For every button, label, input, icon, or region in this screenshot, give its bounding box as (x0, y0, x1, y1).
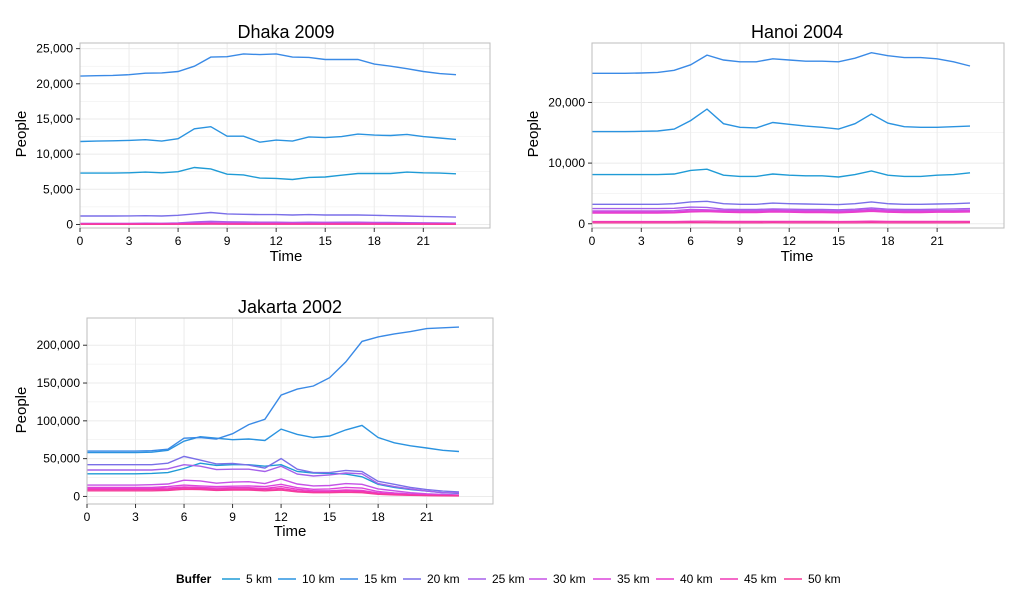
y-axis-title-hanoi: People (525, 111, 542, 158)
x-tick-label: 21 (930, 234, 944, 248)
legend-label: 30 km (553, 572, 586, 586)
panel-title-hanoi: Hanoi 2004 (751, 22, 843, 42)
x-tick-label: 0 (77, 234, 84, 248)
x-axis-title-jakarta: Time (274, 523, 307, 540)
legend-label: 45 km (744, 572, 777, 586)
x-tick-label: 3 (132, 510, 139, 524)
y-tick-label: 150,000 (37, 376, 81, 390)
x-tick-label: 12 (269, 234, 283, 248)
legend-label: 35 km (617, 572, 650, 586)
legend-items: 5 km 10 km 15 km 20 km 25 km 30 km 35 km 40 km 4… (222, 572, 841, 586)
y-axis-title-jakarta: People (13, 387, 30, 434)
legend-label: 25 km (492, 572, 525, 586)
y-tick-label: 20,000 (548, 95, 585, 109)
panel-title-dhaka: Dhaka 2009 (237, 22, 334, 42)
y-tick-label: 0 (73, 489, 80, 503)
panel-title-jakarta: Jakarta 2002 (238, 297, 342, 317)
y-tick-label: 15,000 (36, 112, 73, 126)
x-axis-title-dhaka: Time (270, 248, 303, 265)
x-tick-label: 3 (638, 234, 645, 248)
y-tick-label: 0 (578, 217, 585, 231)
y-tick-label: 10,000 (548, 156, 585, 170)
legend-label: 15 km (364, 572, 397, 586)
y-tick-label: 0 (66, 217, 73, 231)
x-tick-label: 15 (832, 234, 846, 248)
y-tick-label: 20,000 (36, 77, 73, 91)
y-tick-label: 200,000 (37, 338, 81, 352)
x-tick-label: 0 (84, 510, 91, 524)
legend-label: 20 km (427, 572, 460, 586)
x-tick-label: 18 (368, 234, 382, 248)
plot-background (87, 318, 493, 504)
x-tick-label: 9 (229, 510, 236, 524)
y-tick-label: 25,000 (36, 42, 73, 56)
plot-background (80, 43, 490, 228)
y-tick-label: 50,000 (43, 452, 80, 466)
legend-label: 40 km (680, 572, 713, 586)
legend: Buffer 5 km 10 km 15 km 20 km 25 km 30 km 35 k… (176, 572, 841, 586)
x-tick-label: 15 (319, 234, 333, 248)
x-tick-label: 12 (783, 234, 797, 248)
panel-jakarta: Jakarta 2002 Time People 0 3 6 9 12 15 18 21 0 50… (13, 297, 493, 540)
plot-area-hanoi: 0 3 6 9 12 15 18 21 0 10,000 20,000 (548, 43, 1004, 248)
panel-dhaka: Dhaka 2009 Time People 0 3 6 9 12 15 18 21 0 5,00… (13, 22, 490, 265)
legend-label: 10 km (302, 572, 335, 586)
x-tick-label: 12 (274, 510, 288, 524)
y-tick-label: 100,000 (37, 414, 81, 428)
x-tick-label: 3 (126, 234, 133, 248)
x-tick-label: 6 (687, 234, 694, 248)
x-tick-label: 21 (417, 234, 431, 248)
x-axis-title-hanoi: Time (781, 248, 814, 265)
x-tick-label: 9 (737, 234, 744, 248)
y-tick-label: 5,000 (43, 182, 73, 196)
plot-area-dhaka: 0 3 6 9 12 15 18 21 0 5,000 10,000 15,000 20,000 25,0… (36, 42, 490, 248)
legend-label: 50 km (808, 572, 841, 586)
x-tick-label: 18 (371, 510, 385, 524)
plot-area-jakarta: 0 3 6 9 12 15 18 21 0 50,000 100,000 150,000 200,000 (37, 318, 493, 524)
panel-hanoi: Hanoi 2004 Time People 0 3 6 9 12 15 18 21 0 10,0… (525, 22, 1004, 265)
x-tick-label: 15 (323, 510, 337, 524)
y-axis-title-dhaka: People (13, 111, 30, 158)
legend-title: Buffer (176, 572, 212, 586)
x-tick-label: 9 (224, 234, 231, 248)
y-tick-label: 10,000 (36, 147, 73, 161)
x-tick-label: 6 (175, 234, 182, 248)
plot-background (592, 43, 1004, 228)
legend-label: 5 km (246, 572, 272, 586)
x-tick-label: 6 (181, 510, 188, 524)
x-tick-label: 21 (420, 510, 434, 524)
x-tick-label: 0 (589, 234, 596, 248)
x-tick-label: 18 (881, 234, 895, 248)
